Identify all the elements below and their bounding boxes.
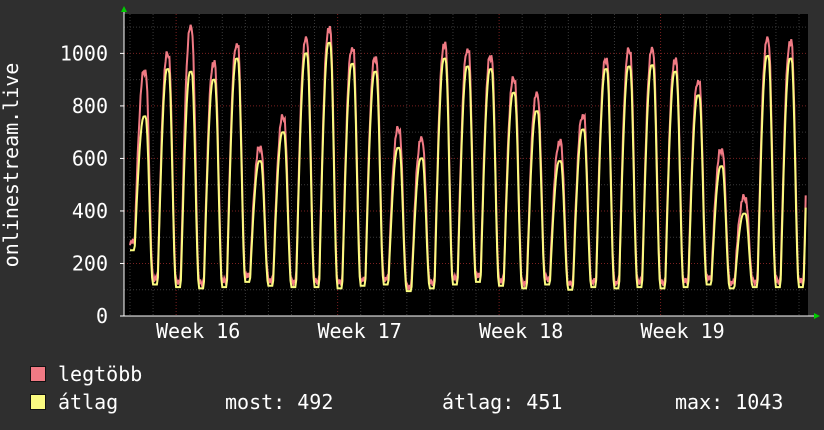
- stat-most-label: most:: [225, 390, 286, 414]
- stat-atlag-label: átlag:: [442, 390, 515, 414]
- stat-max-label: max:: [675, 390, 724, 414]
- stat-atlag: átlag: 451: [442, 390, 562, 414]
- legend-label-atlag: átlag: [58, 390, 119, 414]
- y-axis-label: onlinestream.live: [0, 63, 23, 268]
- x-axis-labels: Week 16 Week 17 Week 18 Week 19: [156, 319, 725, 343]
- legend-item-atlag: átlag: [30, 390, 118, 414]
- legend-swatch-legtobb: [30, 366, 46, 382]
- legend-item-legtobb: legtöbb: [30, 362, 142, 386]
- stat-most-value: 492: [297, 390, 334, 414]
- x-tick-label: Week 18: [479, 319, 563, 343]
- y-axis-arrow: [121, 6, 127, 12]
- x-tick-label: Week 16: [156, 319, 240, 343]
- stat-max-value: 1043: [735, 390, 784, 414]
- legend-label-legtobb: legtöbb: [58, 362, 143, 386]
- y-tick-label: 1000: [60, 41, 108, 65]
- series-line-atlag: [130, 41, 807, 293]
- series-lines: [129, 24, 807, 293]
- y-tick-label: 600: [72, 146, 108, 170]
- y-tick-label: 400: [72, 199, 108, 223]
- y-tick-label: 200: [72, 251, 108, 275]
- x-axis-arrow: [814, 313, 820, 319]
- x-tick-label: Week 19: [640, 319, 724, 343]
- legend-swatch-atlag: [30, 394, 46, 410]
- x-tick-label: Week 17: [317, 319, 401, 343]
- y-tick-label: 0: [96, 304, 108, 328]
- y-tick-label: 800: [72, 94, 108, 118]
- stat-max: max: 1043: [675, 390, 783, 414]
- stat-most: most: 492: [225, 390, 333, 414]
- stat-atlag-value: 451: [526, 390, 563, 414]
- y-axis-ticks: 0 200 400 600 800 1000: [60, 41, 124, 328]
